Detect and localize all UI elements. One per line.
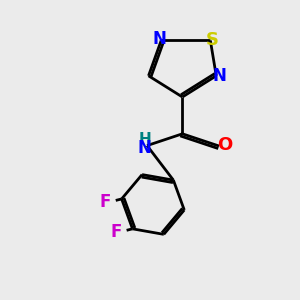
Text: N: N <box>213 67 227 85</box>
Text: S: S <box>206 32 219 50</box>
Text: F: F <box>111 223 122 241</box>
Text: O: O <box>218 136 233 154</box>
Text: N: N <box>153 30 167 48</box>
Text: F: F <box>100 193 111 211</box>
Text: H: H <box>138 132 151 147</box>
Text: N: N <box>138 139 152 157</box>
